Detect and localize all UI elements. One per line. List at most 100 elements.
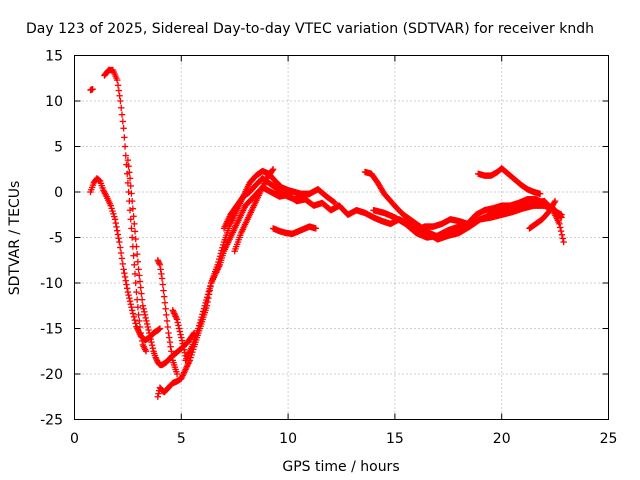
data-point-marker (154, 393, 162, 400)
data-point-marker (119, 260, 126, 268)
data-point-marker (127, 216, 134, 223)
data-point-marker (131, 316, 138, 324)
data-point-marker (125, 291, 132, 299)
data-point-marker (115, 87, 123, 94)
series-satellite-track-10 (269, 223, 320, 238)
data-point-marker (156, 261, 164, 268)
data-point-marker (142, 348, 150, 355)
data-point-marker (145, 326, 152, 334)
data-point-marker (175, 325, 183, 332)
data-point-marker (180, 343, 187, 350)
data-point-marker (560, 238, 567, 246)
data-point-marker (215, 258, 222, 266)
data-point-marker (557, 224, 564, 231)
data-point-marker (173, 370, 181, 378)
data-point-marker (122, 277, 129, 284)
data-point-marker (121, 269, 128, 277)
series-satellite-track-3 (124, 156, 198, 369)
data-point-marker (121, 134, 128, 141)
data-point-marker (115, 235, 122, 242)
data-point-marker (144, 323, 152, 331)
data-point-marker (155, 258, 162, 265)
data-point-marker (128, 304, 135, 311)
data-point-marker (200, 305, 208, 312)
data-point-marker (138, 296, 146, 303)
data-point-marker (163, 317, 171, 325)
data-point-marker (122, 152, 129, 159)
data-point-marker (551, 199, 558, 206)
data-point-marker (216, 253, 224, 260)
data-point-marker (128, 225, 135, 232)
data-point-marker (128, 234, 136, 241)
data-point-marker (136, 317, 143, 325)
data-point-marker (269, 166, 277, 173)
data-point-marker (131, 228, 139, 235)
data-point-marker (133, 288, 140, 296)
data-point-marker (163, 311, 170, 319)
data-point-marker (130, 213, 137, 220)
data-point-marker (175, 322, 182, 329)
data-point-marker (148, 338, 155, 346)
data-point-marker (128, 190, 135, 197)
plot-frame (74, 55, 609, 420)
x-tick-label: 10 (279, 431, 297, 447)
data-point-marker (131, 220, 138, 228)
data-point-marker (143, 320, 151, 328)
data-point-marker (162, 305, 169, 312)
y-tick-label: -25 (40, 413, 63, 429)
data-point-marker (556, 220, 563, 228)
data-point-marker (195, 325, 202, 332)
data-point-marker (168, 348, 175, 355)
y-tick-label: -15 (40, 322, 63, 338)
data-point-marker (149, 345, 157, 352)
data-point-marker (203, 296, 210, 304)
data-point-marker (121, 143, 129, 150)
data-point-marker (558, 231, 566, 238)
data-point-marker (201, 302, 208, 309)
y-tick-label: 15 (45, 49, 63, 65)
data-point-marker (217, 250, 225, 257)
data-point-marker (130, 313, 138, 321)
data-point-marker (331, 199, 339, 207)
data-point-marker (116, 92, 123, 99)
data-point-marker (159, 281, 166, 288)
y-tick-label: -20 (40, 367, 63, 383)
y-axis-label: SDTVAR / TECUs (7, 181, 23, 296)
data-point-marker (165, 334, 173, 341)
data-point-marker (123, 281, 130, 288)
data-point-marker (127, 301, 134, 308)
data-point-marker (125, 163, 132, 170)
data-point-marker (195, 322, 203, 329)
data-point-marker (135, 311, 142, 319)
data-point-marker (139, 302, 147, 309)
data-point-marker (176, 328, 184, 335)
data-point-marker (116, 238, 123, 246)
data-point-marker (114, 76, 121, 84)
data-point-marker (141, 311, 149, 319)
data-point-marker (124, 288, 132, 296)
data-point-marker (114, 82, 122, 89)
data-point-marker (312, 225, 320, 232)
data-point-marker (173, 316, 181, 323)
data-point-marker (203, 294, 211, 301)
data-point-marker (179, 340, 186, 347)
data-point-marker (197, 316, 204, 324)
data-point-marker (131, 270, 139, 278)
data-point-marker (142, 314, 149, 322)
data-point-marker (148, 341, 156, 349)
series-satellite-track-15 (475, 165, 544, 198)
data-point-marker (118, 104, 125, 112)
data-point-marker (199, 311, 206, 318)
data-point-marker (220, 241, 227, 249)
data-point-marker (156, 260, 163, 267)
x-tick-label: 25 (600, 431, 618, 447)
series-satellite-track-6 (154, 257, 181, 378)
data-point-marker (124, 179, 132, 187)
data-point-marker (126, 175, 134, 182)
data-point-marker (130, 252, 137, 259)
data-point-marker (536, 190, 544, 198)
data-point-marker (119, 118, 127, 125)
data-point-marker (559, 235, 566, 242)
data-point-marker (134, 304, 142, 311)
data-point-marker (196, 319, 204, 327)
